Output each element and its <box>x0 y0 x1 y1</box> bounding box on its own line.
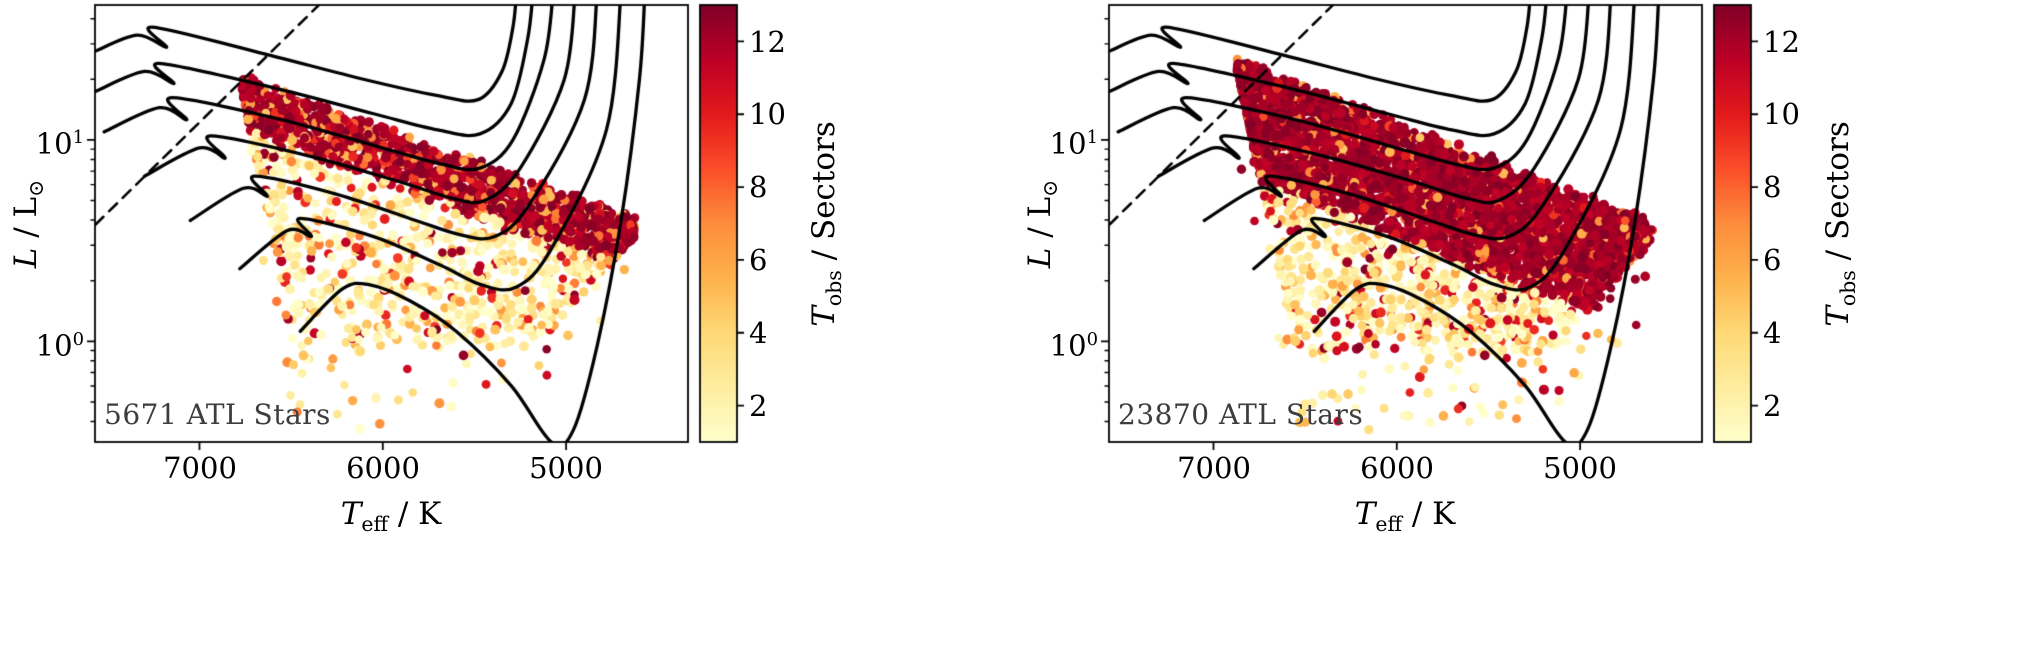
colorbar-tick-10: 10 <box>749 97 786 131</box>
y-tick-label-10e1: 101 <box>35 126 84 161</box>
x-axis-label: Teff / K <box>1354 496 1456 537</box>
star-count-annotation: 23870 ATL Stars <box>1118 398 1364 431</box>
colorbar-tick-12: 12 <box>1763 25 1800 59</box>
hr-diagram-canvas-left <box>0 0 1013 470</box>
y-axis-label: L / L⊙ <box>1022 179 1063 269</box>
x-tick-label-6000: 6000 <box>346 451 420 485</box>
colorbar-tick-2: 2 <box>749 389 768 423</box>
colorbar-tick-8: 8 <box>749 170 768 204</box>
x-tick-label-7000: 7000 <box>163 451 237 485</box>
y-tick-label-10e1: 101 <box>1049 126 1098 161</box>
x-axis-label: Teff / K <box>340 496 442 537</box>
panel-left: 101 100 L / L⊙ 7000 6000 5000 Teff / K 5… <box>0 0 1013 666</box>
star-count-annotation: 5671 ATL Stars <box>104 398 331 431</box>
y-axis-label: L / L⊙ <box>8 179 49 269</box>
colorbar-tick-4: 4 <box>1763 316 1782 350</box>
colorbar-axis-label: Tobs / Sectors <box>1820 121 1861 327</box>
colorbar-tick-6: 6 <box>1763 243 1782 277</box>
y-tick-label-10e0: 100 <box>1049 328 1098 363</box>
colorbar-tick-6: 6 <box>749 243 768 277</box>
x-tick-label-6000: 6000 <box>1360 451 1434 485</box>
x-tick-label-5000: 5000 <box>529 451 603 485</box>
y-tick-label-10e0: 100 <box>35 328 84 363</box>
colorbar-axis-label: Tobs / Sectors <box>806 121 847 327</box>
panel-right: 101 100 L / L⊙ 7000 6000 5000 Teff / K 2… <box>1014 0 2027 666</box>
colorbar-tick-12: 12 <box>749 25 786 59</box>
x-tick-label-7000: 7000 <box>1177 451 1251 485</box>
colorbar-tick-10: 10 <box>1763 97 1800 131</box>
x-tick-label-5000: 5000 <box>1543 451 1617 485</box>
hr-diagram-canvas-right <box>1014 0 2027 470</box>
colorbar-tick-8: 8 <box>1763 170 1782 204</box>
colorbar-tick-4: 4 <box>749 316 768 350</box>
colorbar-tick-2: 2 <box>1763 389 1782 423</box>
